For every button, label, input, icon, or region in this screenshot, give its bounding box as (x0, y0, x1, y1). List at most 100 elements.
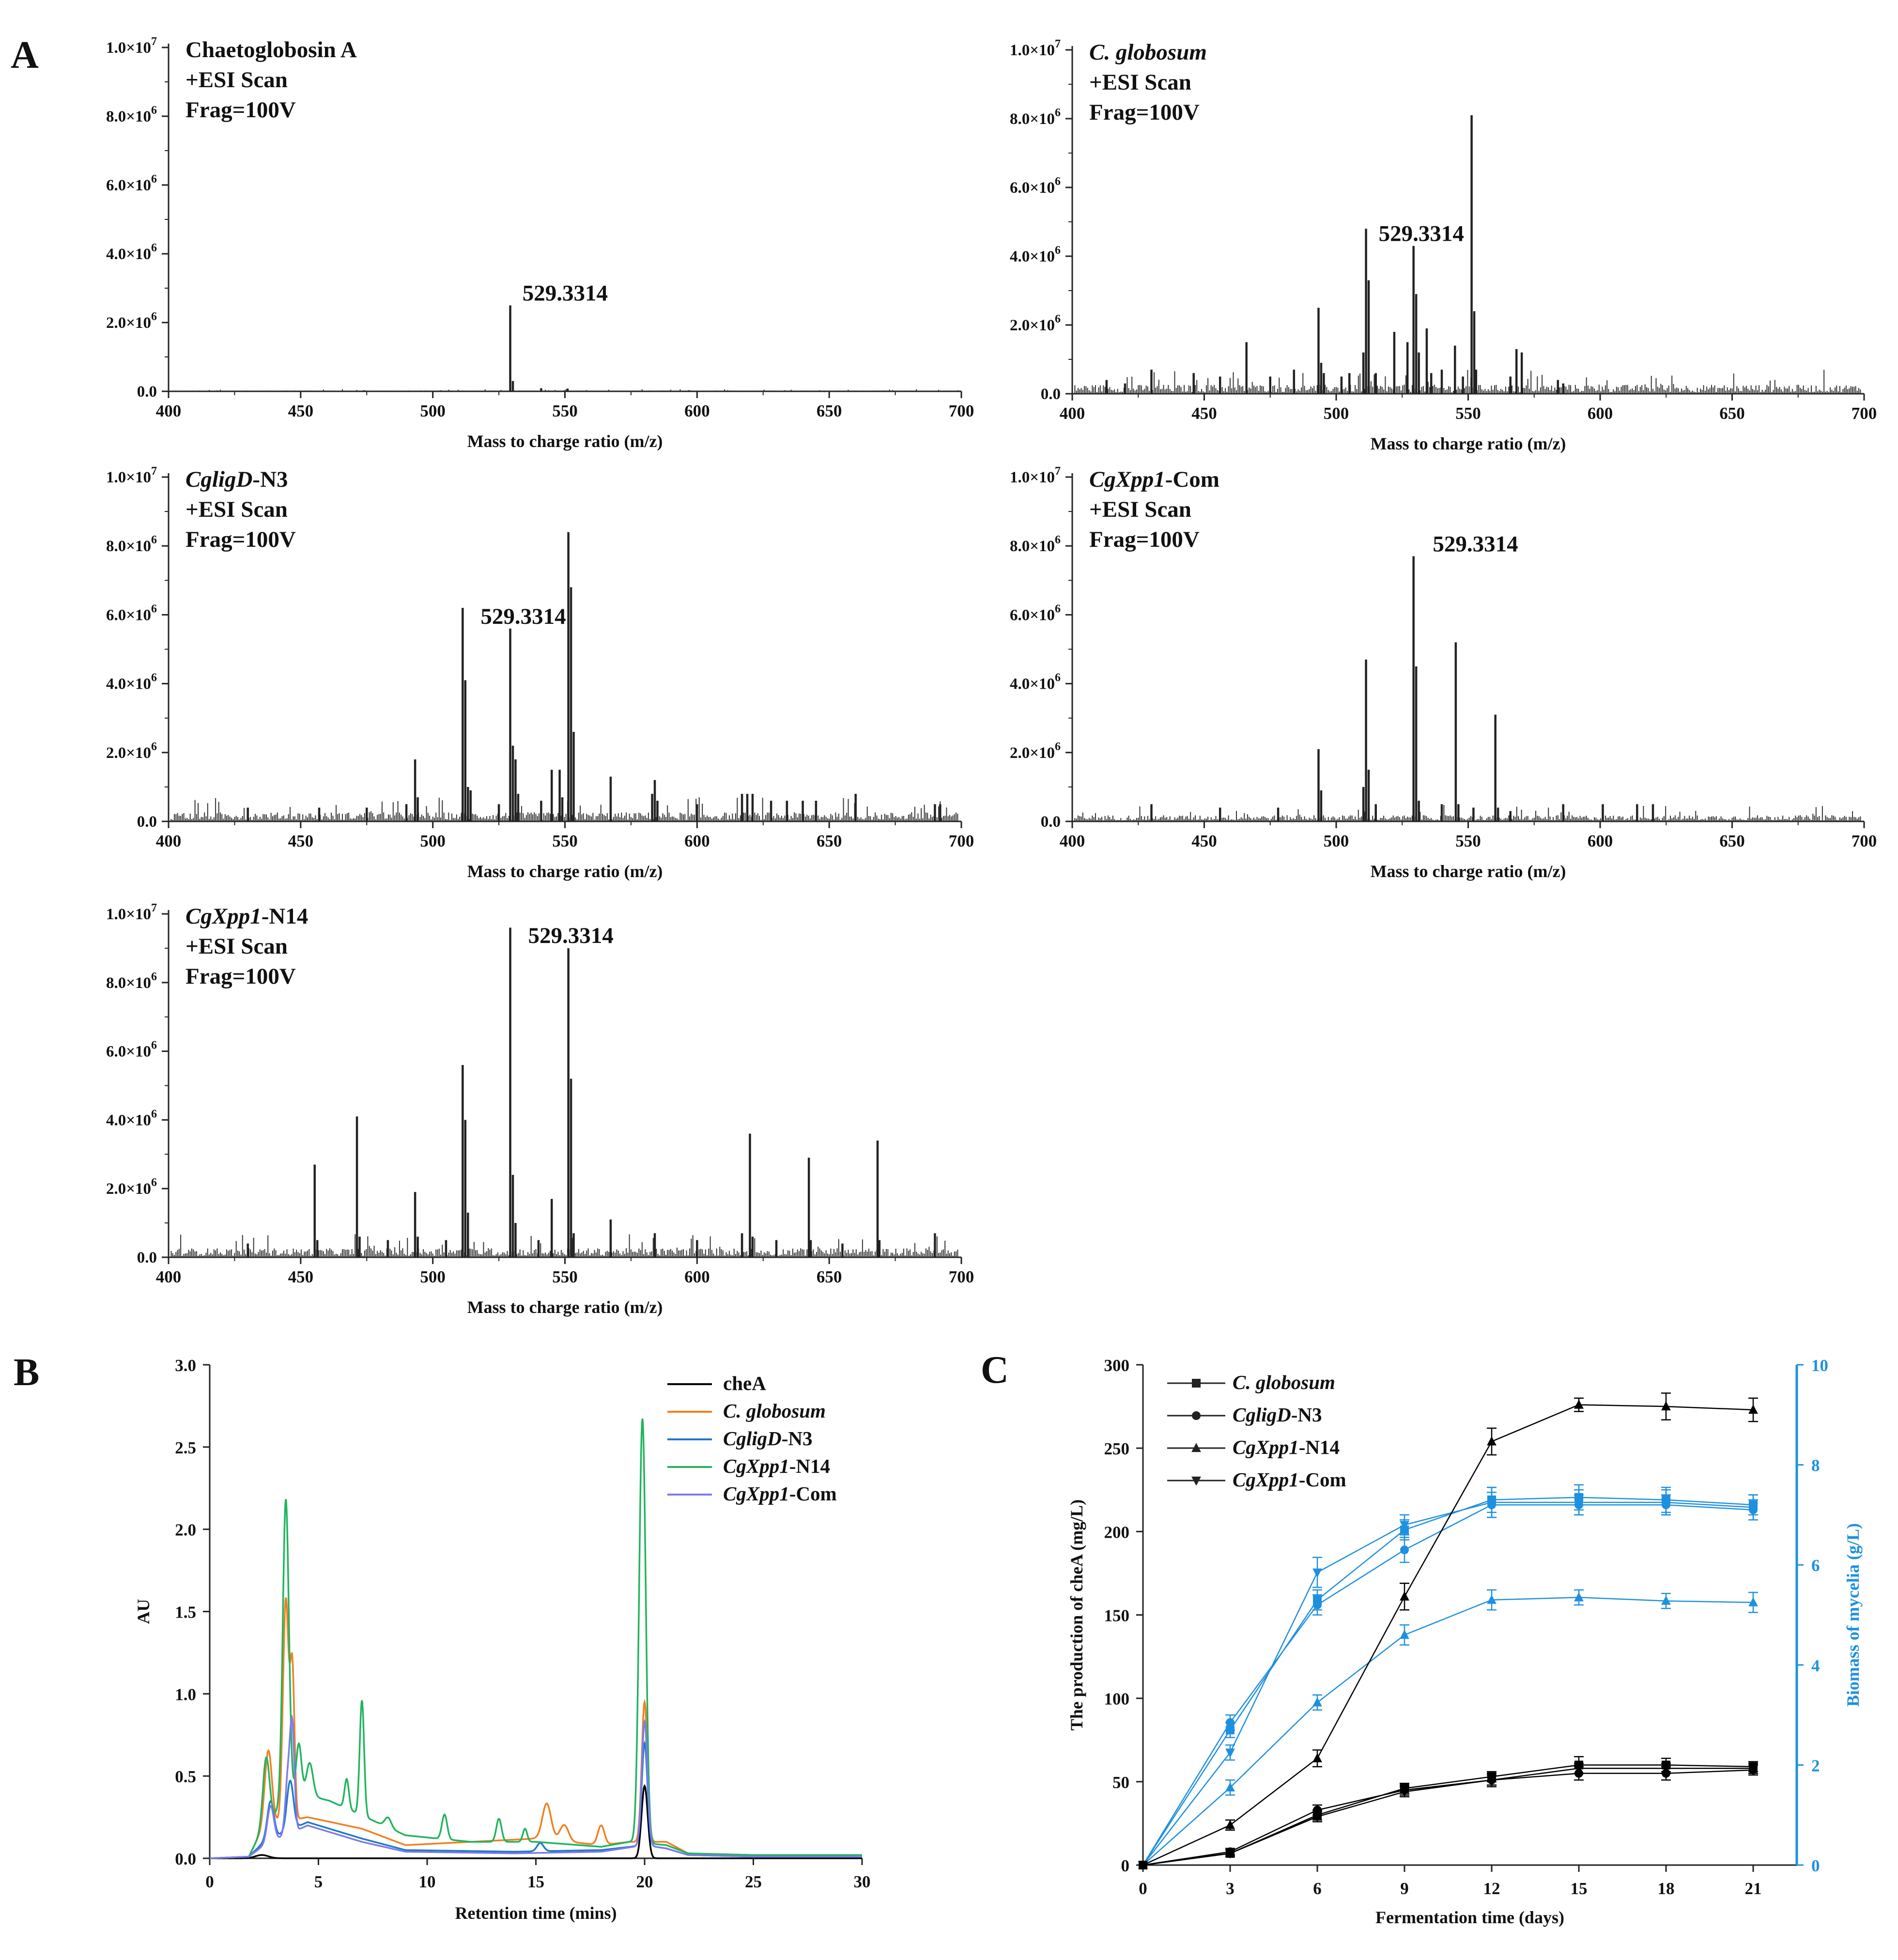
spectrum-cgxpp1-n14: 400 450 500 550 600 650 700 0.0 2.0×106 4.0×106 6.… (106, 902, 974, 1317)
series-line (1142, 1768, 1753, 1866)
x-tick-label: 400 (156, 832, 182, 850)
data-point (1661, 1764, 1671, 1774)
x-tick-label: 500 (420, 832, 446, 850)
data-point (1661, 1595, 1671, 1605)
data-point (1400, 1545, 1409, 1555)
data-point (1192, 1379, 1201, 1388)
y-tick-label: 8.0×106 (106, 534, 157, 555)
data-point (1748, 1404, 1758, 1414)
y-tick-label: 8.0×106 (1010, 534, 1061, 555)
spectrum-chaetoglobosin-a: 400 450 500 550 600 650 700 0.0 2.0×106 4.0×106 6.… (106, 35, 974, 451)
x-tick-label: 650 (1719, 832, 1745, 850)
panel-label-b: B (14, 1351, 39, 1394)
x-tick-label: 400 (1060, 404, 1085, 423)
annotation-line: +ESI Scan (1089, 497, 1191, 522)
x-tick-label: 650 (1719, 404, 1745, 423)
x-tick-label: 600 (684, 832, 710, 850)
y-tick-label: 6.0×106 (106, 602, 157, 624)
x-tick-label: 700 (949, 1267, 974, 1286)
data-point (1400, 1630, 1409, 1639)
y-tick-label: 4.0×106 (106, 242, 157, 263)
x-tick-label: 700 (1852, 832, 1877, 850)
x-tick-label: 6 (1313, 1879, 1322, 1898)
x-tick-label: 500 (420, 401, 446, 420)
peak-label: 529.3314 (523, 281, 608, 306)
x-tick-label: 700 (949, 832, 974, 850)
y-tick-label: 1.5 (175, 1603, 196, 1622)
data-point (1312, 1813, 1322, 1822)
data-point (1574, 1498, 1584, 1508)
y-tick-label: 4.0×106 (106, 672, 157, 693)
x-tick-label: 600 (684, 1267, 710, 1286)
y-axis-label: AU (134, 1599, 153, 1624)
x-axis-label: Retention time (mins) (455, 1903, 617, 1923)
x-tick-label: 550 (1455, 832, 1481, 850)
x-tick-label: 18 (1658, 1879, 1675, 1898)
annotation-line: Frag=100V (185, 964, 296, 989)
y-tick-label: 200 (1104, 1523, 1130, 1542)
x-axis-label: Mass to charge ratio (m/z) (1371, 862, 1566, 881)
y-tick-label: 2.0×106 (1010, 741, 1061, 762)
x-tick-label: 20 (636, 1872, 653, 1891)
data-point (1487, 1776, 1497, 1786)
right-axis-label: Biomass of mycelia (g/L) (1843, 1523, 1863, 1707)
chromatogram-panel-b: 0 5 10 15 20 25 30 0.0 0.5 1.0 1.5 2.0 2.5 3.0 Retenti… (134, 1356, 871, 1923)
annotation-line: CgligD-N3 (185, 467, 288, 492)
x-tick-label: 0 (1139, 1879, 1147, 1898)
legend-label: cheA (723, 1372, 766, 1394)
y-tick-label: 6.0×106 (1010, 175, 1061, 197)
x-axis-label: Mass to charge ratio (m/z) (467, 1297, 663, 1317)
annotation-line: CgXpp1-N14 (185, 904, 308, 929)
y-tick-label: 0 (1121, 1856, 1130, 1875)
data-point (1574, 1764, 1584, 1774)
y-tick-label: 4.0×106 (1010, 672, 1061, 693)
spectrum-c-globosum: 400 450 500 550 600 650 700 0.0 2.0×106 4.0×106 6.… (1010, 38, 1877, 453)
y-tick-label: 2.0×106 (1010, 313, 1061, 334)
y-tick-label: 8.0×106 (106, 104, 157, 125)
y-axis-label: The production of cheA (mg/L) (1067, 1499, 1086, 1730)
peak-label: 529.3314 (1379, 221, 1464, 247)
right-tick-label: 8 (1811, 1456, 1820, 1475)
x-tick-label: 0 (205, 1872, 214, 1891)
x-tick-label: 400 (156, 1267, 182, 1286)
peak-label: 529.3314 (480, 604, 566, 629)
x-tick-label: 400 (1060, 832, 1085, 850)
x-tick-label: 700 (1852, 404, 1877, 423)
peak-label: 529.3314 (528, 923, 614, 948)
chromatogram-trace (210, 1714, 862, 1859)
x-tick-label: 450 (288, 1267, 314, 1286)
x-tick-label: 550 (552, 401, 578, 420)
x-tick-label: 25 (745, 1872, 762, 1891)
legend-label: CgXpp1-N14 (723, 1455, 830, 1477)
data-point (1191, 1443, 1201, 1452)
y-tick-label: 0.0 (137, 813, 157, 831)
y-tick-label: 250 (1104, 1439, 1130, 1458)
data-point (1313, 1600, 1322, 1609)
data-point (1400, 1521, 1409, 1530)
right-tick-label: 4 (1811, 1656, 1820, 1675)
y-tick-label: 1.0×107 (106, 902, 157, 923)
data-point (1574, 1592, 1584, 1602)
x-tick-label: 450 (1191, 404, 1217, 423)
right-tick-label: 0 (1811, 1856, 1820, 1875)
y-tick-label: 1.0×107 (106, 35, 157, 57)
data-point (1487, 1594, 1497, 1604)
y-tick-label: 100 (1104, 1690, 1130, 1709)
x-axis-label: Mass to charge ratio (m/z) (467, 862, 663, 881)
annotation-line: Frag=100V (1089, 527, 1200, 552)
y-tick-label: 2.0×106 (106, 310, 157, 332)
y-tick-label: 2.5 (175, 1438, 196, 1457)
x-tick-label: 650 (817, 1267, 842, 1286)
data-point (1225, 1820, 1235, 1829)
time-course-panel-c: 0 3 6 9 12 15 18 21 0 50 100 150 200 250 300 0 2 4 6 8 10 Fer… (1067, 1356, 1863, 1927)
annotation-line: +ESI Scan (1089, 70, 1191, 95)
x-tick-label: 15 (527, 1872, 544, 1891)
y-tick-label: 0.0 (137, 1249, 157, 1266)
series-line (1142, 1404, 1754, 1866)
series-line (1142, 1597, 1754, 1866)
data-point (1225, 1849, 1235, 1859)
x-axis-label: Mass to charge ratio (m/z) (1371, 434, 1566, 453)
legend-label: C. globosum (723, 1400, 826, 1422)
data-point (1225, 1748, 1235, 1758)
x-tick-label: 21 (1745, 1879, 1762, 1898)
